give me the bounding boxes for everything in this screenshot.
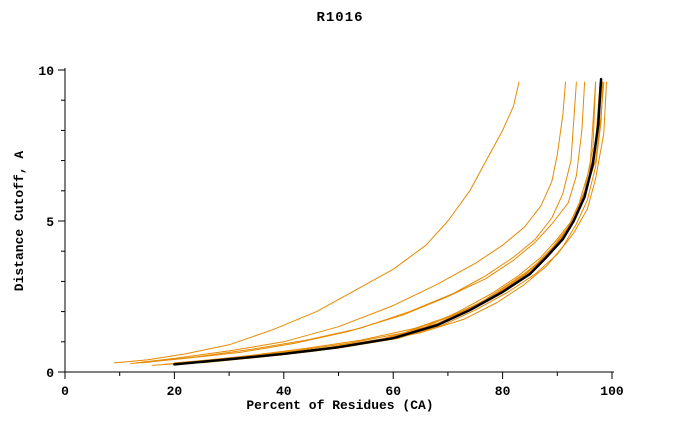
y-tick-label: 10 <box>38 64 54 79</box>
series-line-orange-bundle-2 <box>173 81 602 364</box>
x-tick-label: 20 <box>167 384 183 399</box>
series-line-orange-bundle-7 <box>168 81 601 365</box>
series-line-orange-bundle-3 <box>184 81 605 363</box>
series-line-orange-mid-outlier <box>141 81 577 364</box>
series-line-orange-left-of-bundle <box>130 81 586 364</box>
series-line-black-model-line <box>173 77 603 366</box>
series-line-orange-bundle-5 <box>195 81 602 362</box>
x-tick-label: 40 <box>276 384 292 399</box>
series-line-orange-bundle-8 <box>201 81 604 364</box>
series-line-orange-bundle-6 <box>179 81 607 364</box>
x-tick-label: 80 <box>495 384 511 399</box>
series-line-orange-outlier-2 <box>135 81 566 364</box>
series-line-orange-outlier-left <box>113 81 520 364</box>
x-tick-label: 60 <box>385 384 401 399</box>
x-tick-label: 0 <box>61 384 69 399</box>
chart-title: R1016 <box>316 10 364 26</box>
x-axis-label: Percent of Residues (CA) <box>246 398 434 413</box>
y-tick-label: 0 <box>46 366 54 381</box>
series-line-orange-bundle-4 <box>152 81 597 366</box>
y-tick-label: 5 <box>46 215 54 230</box>
x-tick-label: 100 <box>600 384 624 399</box>
y-axis-label: Distance Cutoff, A <box>12 150 27 292</box>
